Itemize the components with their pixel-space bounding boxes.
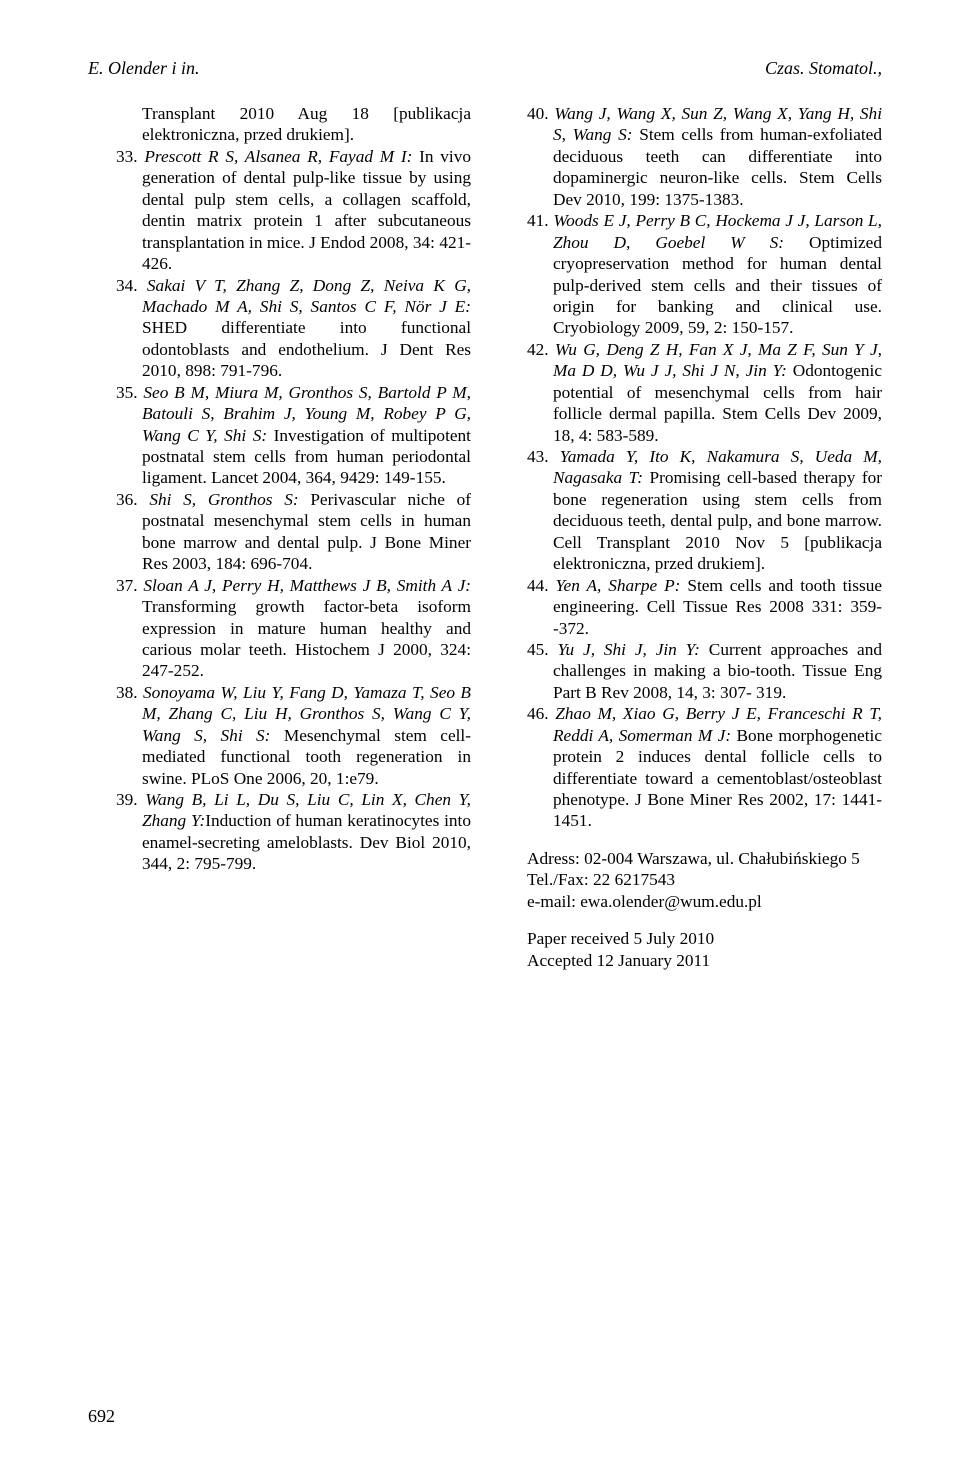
- reference-authors: Sloan A J, Perry H, Matthews J B, Smith …: [143, 576, 471, 595]
- reference-text: 44. Yen A, Sharpe P: Stem cells and toot…: [499, 575, 882, 639]
- references-columns: Transplant 2010 Aug 18 [publikacja elekt…: [88, 103, 882, 971]
- reference-continuation: Transplant 2010 Aug 18 [publikacja elekt…: [88, 103, 471, 146]
- reference-text: 41. Woods E J, Perry B C, Hockema J J, L…: [499, 210, 882, 339]
- dates-block: Paper received 5 July 2010Accepted 12 Ja…: [499, 928, 882, 971]
- reference-number: 35.: [116, 383, 143, 402]
- reference-item: 46. Zhao M, Xiao G, Berry J E, Francesch…: [499, 703, 882, 832]
- reference-item: 44. Yen A, Sharpe P: Stem cells and toot…: [499, 575, 882, 639]
- reference-item: 33. Prescott R S, Alsanea R, Fayad M I: …: [88, 146, 471, 275]
- reference-text: 38. Sonoyama W, Liu Y, Fang D, Yamaza T,…: [88, 682, 471, 789]
- reference-item: Transplant 2010 Aug 18 [publikacja elekt…: [88, 103, 471, 146]
- reference-number: 44.: [527, 576, 556, 595]
- reference-text: 40. Wang J, Wang X, Sun Z, Wang X, Yang …: [499, 103, 882, 210]
- reference-text: 45. Yu J, Shi J, Jin Y: Current approach…: [499, 639, 882, 703]
- reference-number: 41.: [527, 211, 553, 230]
- reference-number: 33.: [116, 147, 144, 166]
- reference-item: 45. Yu J, Shi J, Jin Y: Current approach…: [499, 639, 882, 703]
- reference-item: 40. Wang J, Wang X, Sun Z, Wang X, Yang …: [499, 103, 882, 210]
- contact-telfax: Tel./Fax: 22 6217543: [527, 869, 882, 890]
- reference-item: 35. Seo B M, Miura M, Gronthos S, Bartol…: [88, 382, 471, 489]
- reference-number: 40.: [527, 104, 554, 123]
- reference-item: 34. Sakai V T, Zhang Z, Dong Z, Neiva K …: [88, 275, 471, 382]
- reference-item: 38. Sonoyama W, Liu Y, Fang D, Yamaza T,…: [88, 682, 471, 789]
- date-accepted: Accepted 12 January 2011: [527, 950, 882, 971]
- reference-number: 46.: [527, 704, 555, 723]
- contact-email: e-mail: ewa.olender@wum.edu.pl: [527, 891, 882, 912]
- reference-item: 41. Woods E J, Perry B C, Hockema J J, L…: [499, 210, 882, 339]
- reference-authors: Yu J, Shi J, Jin Y:: [557, 640, 699, 659]
- reference-authors: Prescott R S, Alsanea R, Fayad M I:: [144, 147, 412, 166]
- reference-item: 42. Wu G, Deng Z H, Fan X J, Ma Z F, Sun…: [499, 339, 882, 446]
- reference-body: SHED differentiate into functional odont…: [142, 318, 471, 380]
- header-right: Czas. Stomatol.,: [765, 58, 882, 79]
- reference-text: 37. Sloan A J, Perry H, Matthews J B, Sm…: [88, 575, 471, 682]
- reference-item: 37. Sloan A J, Perry H, Matthews J B, Sm…: [88, 575, 471, 682]
- reference-number: 37.: [116, 576, 143, 595]
- reference-number: 36.: [116, 490, 149, 509]
- reference-text: 34. Sakai V T, Zhang Z, Dong Z, Neiva K …: [88, 275, 471, 382]
- reference-text: 46. Zhao M, Xiao G, Berry J E, Francesch…: [499, 703, 882, 832]
- date-received: Paper received 5 July 2010: [527, 928, 882, 949]
- reference-text: 43. Yamada Y, Ito K, Nakamura S, Ueda M,…: [499, 446, 882, 575]
- reference-number: 34.: [116, 276, 147, 295]
- reference-number: 39.: [116, 790, 145, 809]
- reference-number: 38.: [116, 683, 143, 702]
- page-number: 692: [88, 1406, 115, 1427]
- reference-text: 36. Shi S, Gronthos S: Perivascular nich…: [88, 489, 471, 575]
- reference-body: Transforming growth factor-beta isoform …: [142, 597, 471, 680]
- reference-item: 36. Shi S, Gronthos S: Perivascular nich…: [88, 489, 471, 575]
- reference-text: 33. Prescott R S, Alsanea R, Fayad M I: …: [88, 146, 471, 275]
- reference-text: 42. Wu G, Deng Z H, Fan X J, Ma Z F, Sun…: [499, 339, 882, 446]
- reference-number: 42.: [527, 340, 555, 359]
- reference-authors: Yen A, Sharpe P:: [556, 576, 681, 595]
- reference-item: 39. Wang B, Li L, Du S, Liu C, Lin X, Ch…: [88, 789, 471, 875]
- reference-number: 43.: [527, 447, 560, 466]
- contact-address: Adress: 02-004 Warszawa, ul. Chałubiński…: [527, 848, 882, 869]
- contact-block: Adress: 02-004 Warszawa, ul. Chałubiński…: [499, 848, 882, 912]
- reference-authors: Sakai V T, Zhang Z, Dong Z, Neiva K G, M…: [142, 276, 471, 316]
- reference-text: 35. Seo B M, Miura M, Gronthos S, Bartol…: [88, 382, 471, 489]
- reference-item: 43. Yamada Y, Ito K, Nakamura S, Ueda M,…: [499, 446, 882, 575]
- reference-number: 45.: [527, 640, 557, 659]
- header-left: E. Olender i in.: [88, 58, 199, 79]
- reference-text: 39. Wang B, Li L, Du S, Liu C, Lin X, Ch…: [88, 789, 471, 875]
- reference-authors: Shi S, Gronthos S:: [149, 490, 298, 509]
